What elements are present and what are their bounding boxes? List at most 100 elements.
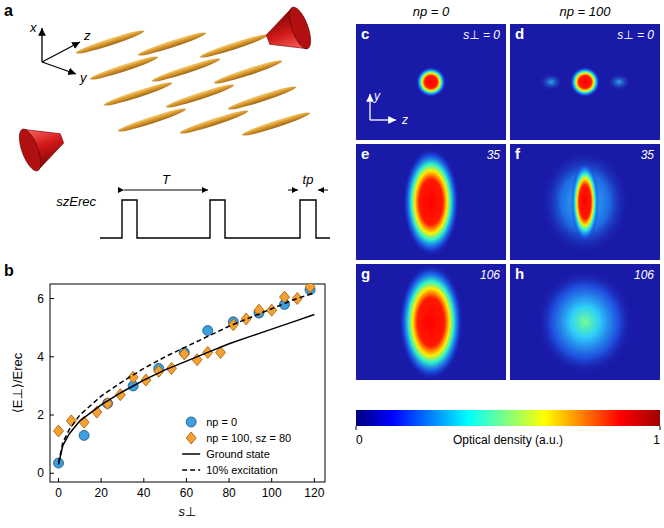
colorbar-tick-label: 0	[356, 433, 363, 447]
panel-letter: g	[361, 265, 370, 282]
curve	[59, 293, 315, 463]
legend-marker	[186, 417, 196, 427]
image	[510, 24, 660, 140]
legend: np = 0 np = 100, sz = 80 Ground state 10% e…	[182, 416, 291, 476]
legend-marker	[186, 432, 196, 444]
figure: axyzTtpszErecb0204060801001200246s⊥⟨E⊥⟩/…	[0, 0, 664, 528]
x-tick-label: 0	[55, 486, 62, 500]
period-arrow	[124, 190, 208, 191]
image-axis-label: z	[401, 113, 408, 127]
pulse-arrow	[288, 190, 298, 191]
atom-tube	[137, 30, 208, 59]
diamond-marker	[267, 304, 277, 316]
colorbar	[356, 410, 660, 426]
x-tick	[143, 478, 144, 482]
colorbar-label: Optical density (a.u.)	[453, 433, 563, 447]
legend-label: np = 100, sz = 80	[206, 432, 291, 444]
colorbar-tick	[660, 426, 661, 430]
legend-line	[182, 469, 200, 471]
atom-tube	[117, 106, 188, 135]
x-axis-title: s⊥	[179, 504, 197, 519]
image	[356, 264, 506, 380]
diamond-marker	[292, 293, 302, 305]
axis-label: y	[79, 70, 88, 85]
y-tick	[50, 356, 54, 357]
x-tick-label: 100	[262, 486, 282, 500]
cloud	[571, 162, 599, 242]
image-panel: f 35	[510, 144, 660, 260]
pulse-label: tp	[303, 172, 314, 187]
image-label: 35	[487, 148, 501, 162]
atom-tube	[151, 56, 222, 85]
atom-tube	[241, 110, 312, 139]
diamond-marker	[66, 415, 76, 427]
depth-label: szErec	[56, 194, 96, 209]
legend-label: np = 0	[206, 416, 237, 428]
laser	[261, 5, 316, 61]
cloud	[541, 150, 629, 254]
colorbar-tick	[356, 426, 357, 430]
y-tick-label: 6	[37, 292, 44, 306]
pulse-train	[100, 200, 330, 238]
image-panel: c s⊥ = 0	[356, 24, 506, 140]
image-panel: g 106	[356, 264, 506, 380]
image	[510, 264, 660, 380]
atom-tube	[213, 58, 284, 87]
x-tick-label: 60	[180, 486, 194, 500]
image	[510, 144, 660, 260]
image-axis	[369, 94, 370, 120]
image-background	[510, 144, 660, 260]
panel-letter: b	[4, 262, 14, 279]
atom-tube	[165, 82, 236, 111]
atom-tube	[103, 80, 174, 109]
image-background	[510, 264, 660, 380]
laser-face	[15, 127, 45, 174]
image-label: 106	[634, 268, 654, 282]
image-axis	[370, 119, 396, 120]
image-label: s⊥ = 0	[617, 28, 654, 42]
cloud	[403, 148, 459, 256]
panel-letter: h	[515, 265, 524, 282]
legend-label: Ground state	[206, 448, 270, 460]
diamond-marker	[241, 313, 251, 325]
image-panel: ds⊥ = 0	[510, 24, 660, 140]
axis-label: z	[83, 28, 91, 43]
x-tick-label: 80	[222, 486, 236, 500]
panel-letter: a	[4, 2, 13, 19]
axis-label: x	[29, 20, 37, 35]
image-label: 106	[480, 268, 500, 282]
image-background	[356, 144, 506, 260]
column-header: np = 0	[413, 4, 450, 19]
image-label: 35	[641, 148, 655, 162]
atom-tube	[75, 28, 146, 57]
legend-label: 10% excitation	[206, 464, 278, 476]
atom-tube	[179, 108, 250, 137]
plot-area	[54, 284, 316, 468]
panel-letter: f	[515, 145, 521, 162]
y-tick	[50, 473, 54, 474]
image-axis-label: y	[373, 89, 381, 103]
laser-face	[285, 5, 315, 52]
y-tick-label: 2	[37, 408, 44, 422]
legend-line	[182, 453, 200, 455]
atom-tube	[227, 84, 298, 113]
diamond-marker	[305, 284, 315, 293]
cloud	[607, 73, 631, 91]
image-label: s⊥ = 0	[463, 28, 500, 42]
panel-letter: c	[361, 25, 369, 42]
cloud	[537, 270, 633, 374]
x-tick-label: 20	[94, 486, 108, 500]
axis-arrow	[42, 62, 76, 74]
pulse-arrow	[318, 190, 328, 191]
curve	[59, 315, 315, 465]
x-tick-label: 40	[137, 486, 151, 500]
y-tick	[50, 298, 54, 299]
x-tick	[58, 478, 59, 482]
cloud	[416, 67, 446, 97]
cloud	[539, 73, 563, 91]
atom-tube	[199, 32, 270, 61]
image	[356, 24, 506, 140]
image-background	[356, 24, 506, 140]
image	[356, 144, 506, 260]
y-tick-label: 4	[37, 350, 44, 364]
